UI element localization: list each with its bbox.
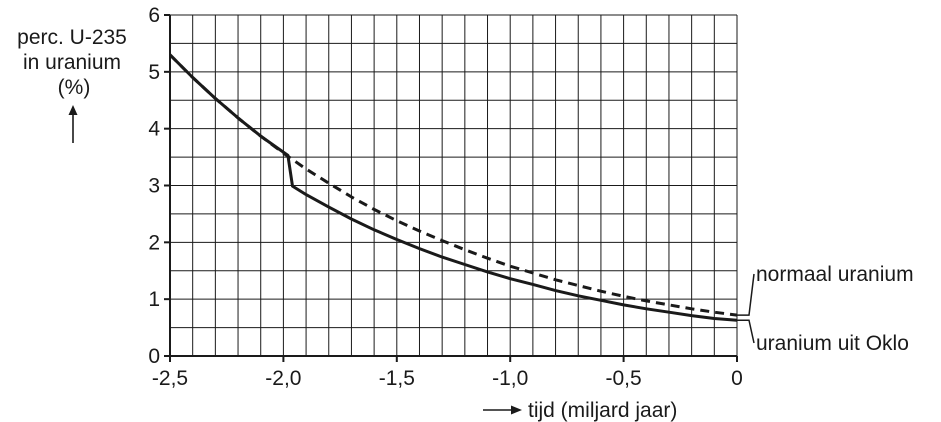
y-tick-label: 6 — [148, 4, 160, 27]
legend-label-normaal-uranium: normaal uranium — [756, 263, 914, 286]
series-line-uranium-uit-oklo — [168, 53, 738, 322]
x-tick-label: -1,0 — [492, 367, 528, 390]
x-tick-label: -0,5 — [606, 367, 642, 390]
x-tick-labels: -2,5 -2,0 -1,5 -1,0 -0,5 0 — [152, 356, 743, 390]
legend-leader-uranium-uit-oklo — [737, 319, 755, 344]
y-axis-label: perc. U-235 in uranium (%) — [17, 26, 127, 143]
y-tick-label: 0 — [148, 345, 160, 368]
x-tick-label: -2,5 — [152, 367, 188, 390]
series-line-normaal-uranium — [168, 53, 738, 317]
x-tick-label: 0 — [731, 367, 743, 390]
y-tick-label: 1 — [148, 288, 160, 311]
y-axis-arrow-icon — [68, 105, 78, 143]
y-tick-labels: 0 1 2 3 4 5 6 — [148, 4, 170, 368]
x-tick-label: -2,0 — [265, 367, 301, 390]
y-axis-label-line-3: (%) — [58, 76, 91, 99]
x-tick-label: -1,5 — [379, 367, 415, 390]
legend: normaal uranium uranium uit Oklo — [737, 263, 914, 355]
y-axis-label-line-1: perc. U-235 — [17, 26, 127, 49]
y-tick-label: 5 — [148, 61, 160, 84]
x-axis-label-text: tijd (miljard jaar) — [528, 399, 677, 422]
x-axis-arrow-icon — [483, 405, 522, 415]
x-axis-label: tijd (miljard jaar) — [483, 399, 677, 422]
y-tick-label: 2 — [148, 231, 160, 254]
y-tick-label: 4 — [148, 118, 160, 141]
series-layer — [168, 53, 738, 322]
y-axis-label-line-2: in uranium — [23, 51, 121, 74]
legend-leader-normaal-uranium — [737, 273, 755, 316]
legend-label-uranium-uit-oklo: uranium uit Oklo — [756, 332, 909, 355]
grid — [169, 14, 738, 357]
y-tick-label: 3 — [148, 175, 160, 198]
